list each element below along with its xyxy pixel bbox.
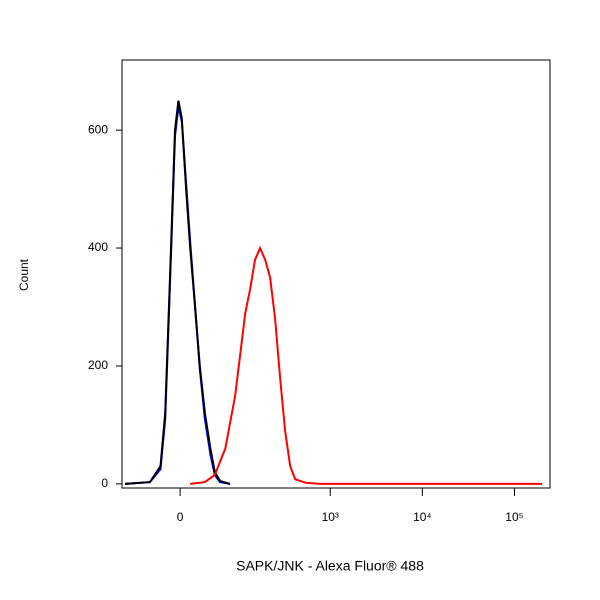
y-axis-label: Count	[17, 258, 31, 291]
x-axis-label: SAPK/JNK - Alexa Fluor® 488	[236, 558, 424, 574]
histogram-line	[125, 106, 231, 485]
x-tick-label: 0	[177, 510, 184, 524]
x-tick-label: 10⁵	[505, 510, 523, 524]
x-tick-label: 10³	[322, 510, 339, 524]
y-tick-label: 200	[88, 358, 108, 372]
y-tick-label: 400	[88, 240, 108, 254]
x-tick-label: 10⁴	[413, 510, 432, 524]
plot-frame	[121, 59, 551, 489]
y-tick-label: 600	[88, 122, 108, 136]
histogram-line	[125, 100, 231, 485]
y-tick-label: 0	[101, 476, 108, 490]
histogram-line	[190, 245, 543, 485]
